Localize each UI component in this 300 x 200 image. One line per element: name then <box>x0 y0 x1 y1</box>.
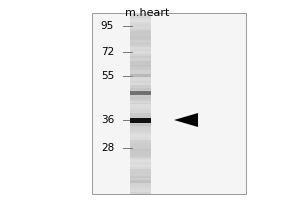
Bar <box>130 156 152 158</box>
Bar <box>130 72 152 74</box>
Bar <box>130 33 152 36</box>
Bar <box>130 90 152 92</box>
Bar <box>130 63 152 65</box>
Bar <box>92 13 246 194</box>
Text: m.heart: m.heart <box>125 8 169 18</box>
Bar <box>130 149 152 151</box>
Bar <box>130 18 152 20</box>
Text: 95: 95 <box>101 21 114 31</box>
Bar <box>130 81 152 83</box>
Bar <box>130 13 152 194</box>
Bar <box>130 56 152 58</box>
Bar <box>130 36 152 38</box>
Bar <box>130 146 152 149</box>
Bar <box>130 176 152 178</box>
Bar <box>130 24 152 27</box>
Bar <box>130 135 152 137</box>
Bar <box>130 144 152 146</box>
Bar <box>130 158 152 160</box>
Bar <box>130 22 152 24</box>
Bar <box>130 42 152 45</box>
Bar <box>130 94 152 97</box>
Bar <box>130 20 152 22</box>
Bar <box>130 185 152 187</box>
Bar <box>130 61 152 63</box>
Bar <box>130 128 152 131</box>
Bar <box>130 76 152 79</box>
Bar <box>130 47 152 49</box>
Bar <box>130 117 152 122</box>
Bar <box>130 162 152 165</box>
Bar <box>130 92 152 94</box>
Text: 36: 36 <box>101 115 114 125</box>
Text: 55: 55 <box>101 71 114 81</box>
Bar <box>130 189 152 192</box>
Bar <box>130 126 152 128</box>
Bar <box>130 91 152 95</box>
Bar <box>130 151 152 153</box>
Bar <box>130 15 152 18</box>
Bar <box>130 45 152 47</box>
Bar <box>130 85 152 88</box>
Bar <box>130 174 152 176</box>
Bar <box>130 117 152 119</box>
Bar <box>130 13 152 15</box>
Bar <box>130 54 152 56</box>
Bar <box>130 187 152 189</box>
Bar <box>130 27 152 29</box>
Bar <box>130 133 152 135</box>
Bar <box>130 79 152 81</box>
Bar <box>130 31 152 33</box>
Bar <box>130 99 152 101</box>
Bar <box>130 101 152 103</box>
Bar <box>130 113 152 115</box>
Bar <box>130 153 152 156</box>
Bar <box>130 38 152 40</box>
Bar <box>130 40 152 42</box>
Bar <box>130 180 152 183</box>
Text: 72: 72 <box>101 47 114 57</box>
Bar <box>130 183 152 185</box>
Text: 28: 28 <box>101 143 114 153</box>
Bar <box>130 142 152 144</box>
Bar <box>130 74 152 76</box>
Bar <box>130 29 152 31</box>
Bar <box>130 110 152 113</box>
Bar <box>130 131 152 133</box>
Bar <box>130 51 152 54</box>
Bar <box>130 167 152 169</box>
Bar <box>130 169 152 171</box>
Bar <box>130 119 152 122</box>
Bar <box>130 67 152 70</box>
Bar <box>130 115 152 117</box>
Bar <box>130 171 152 174</box>
Bar <box>130 83 152 85</box>
Bar <box>130 140 152 142</box>
Bar <box>130 192 152 194</box>
Bar <box>130 178 152 180</box>
Bar <box>130 70 152 72</box>
Bar <box>130 124 152 126</box>
Bar <box>130 58 152 61</box>
Bar <box>130 74 152 77</box>
Bar <box>130 108 152 110</box>
Bar <box>130 165 152 167</box>
Polygon shape <box>174 113 198 127</box>
Bar <box>130 106 152 108</box>
Bar <box>130 97 152 99</box>
Bar <box>130 65 152 67</box>
Bar <box>130 88 152 90</box>
Bar <box>130 104 152 106</box>
Bar <box>130 122 152 124</box>
Bar <box>130 160 152 162</box>
Bar <box>130 137 152 140</box>
Bar <box>130 49 152 51</box>
